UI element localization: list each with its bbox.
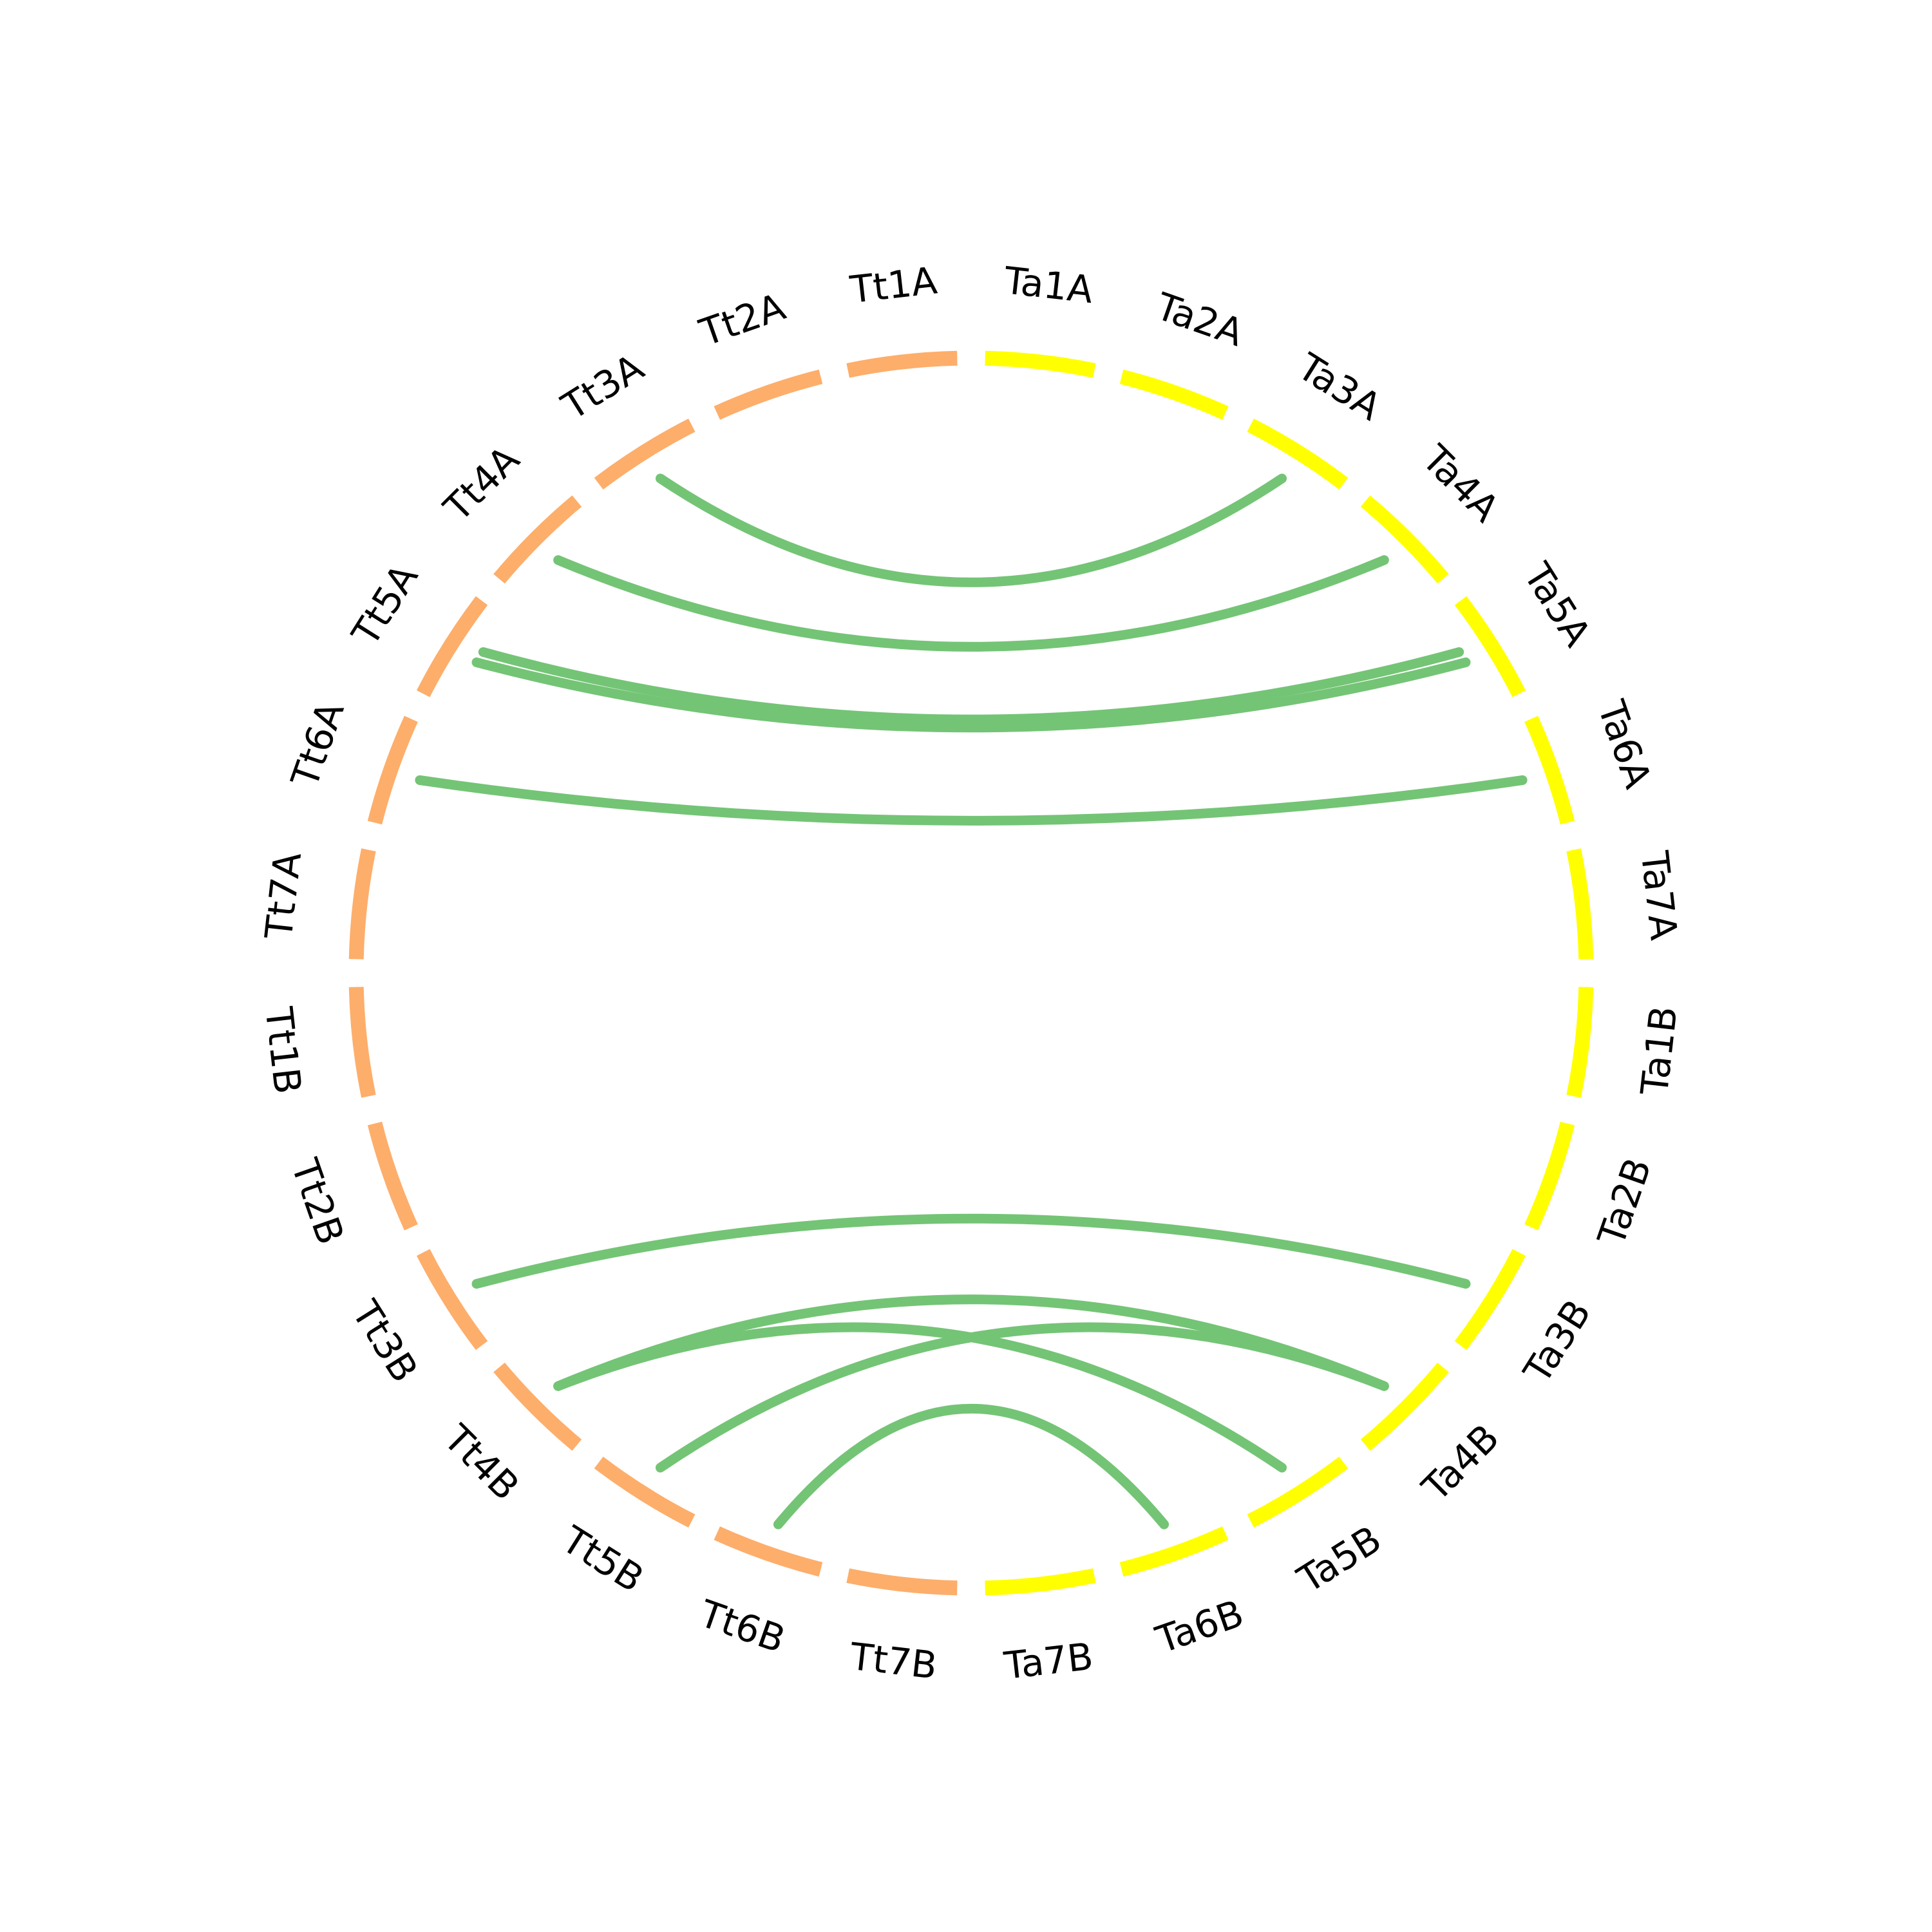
chromosome-tt4a	[493, 495, 582, 584]
chromosome-label-ta5a: Ta5A	[1515, 555, 1600, 654]
chromosome-tt2b	[367, 1121, 418, 1231]
chromosome-tt5b	[594, 1456, 696, 1528]
chromosome-label-ta3a: Ta3A	[1290, 345, 1389, 430]
chromosome-ta4a	[1360, 495, 1449, 584]
link-tt4b-ta4b	[553, 1294, 1389, 1391]
chromosome-label-tt5a: Tt5A	[343, 556, 427, 654]
chromosome-label-ta4a: Ta4A	[1414, 436, 1508, 531]
chromosome-tt1a	[846, 350, 958, 378]
chromosome-tt3a	[594, 418, 696, 490]
chromosome-label-ta4b: Ta4B	[1414, 1416, 1508, 1510]
chromosome-tt1b	[348, 987, 376, 1098]
chromosome-label-tt5b: Tt5B	[554, 1517, 651, 1601]
chromosome-label-tt1a: Tt1A	[848, 258, 940, 312]
chromosome-ta1a	[985, 350, 1096, 378]
chromosome-tt7b	[846, 1568, 958, 1596]
chromosome-label-ta6a: Ta6A	[1589, 695, 1660, 794]
chromosome-ta5b	[1247, 1456, 1349, 1528]
chromosome-ta6a	[1524, 715, 1575, 825]
chromosome-label-tt4a: Tt4A	[435, 437, 527, 530]
link-tt4a-ta4a	[553, 555, 1389, 652]
chromosome-label-tt1b: Tt1B	[256, 1005, 310, 1097]
chromosome-tt7a	[348, 848, 376, 960]
chromosome-ta1b	[1566, 987, 1594, 1098]
chromosome-ta2a	[1119, 369, 1229, 420]
chromosome-ta2b	[1524, 1121, 1575, 1231]
chromosome-ta5a	[1454, 596, 1526, 697]
chromosome-ta7a	[1566, 848, 1594, 960]
chromosome-tt6a	[367, 715, 418, 825]
chromosome-label-ta1b: Ta1B	[1633, 1004, 1686, 1098]
synteny-links	[415, 473, 1528, 1530]
chromosome-label-tt2b: Tt2B	[283, 1153, 353, 1250]
link-tt4b-ta5b	[553, 1322, 1287, 1473]
chromosome-tt2a	[714, 369, 823, 420]
chromosome-label-tt2a: Tt2A	[694, 285, 791, 355]
link-tt5a-ta5a	[478, 647, 1464, 724]
chromosome-label-tt4b: Tt4B	[435, 1416, 527, 1509]
chromosome-ring	[348, 350, 1594, 1596]
chromosome-tt6b	[714, 1526, 823, 1577]
link-tt6a-ta6a	[415, 775, 1528, 826]
chromosome-tt5a	[416, 596, 488, 697]
chromosome-label-ta6b: Ta6B	[1150, 1591, 1249, 1662]
chromosome-label-tt6b: Tt6B	[694, 1591, 791, 1662]
chromosome-tt3b	[416, 1249, 488, 1350]
chromosome-ta4b	[1360, 1362, 1449, 1451]
chromosome-label-ta2a: Ta2A	[1150, 284, 1249, 355]
link-tt6b-ta6b	[773, 1404, 1170, 1530]
chromosome-ta3b	[1454, 1249, 1526, 1350]
chromosome-label-ta2b: Ta2B	[1589, 1153, 1660, 1252]
chromosome-label-ta7b: Ta7B	[1001, 1634, 1095, 1688]
chromosome-label-tt7a: Tt7A	[256, 850, 310, 942]
chromosome-ta6b	[1119, 1526, 1229, 1577]
link-tt3a-ta3a	[655, 473, 1287, 587]
link-tt5b-ta4b	[655, 1322, 1389, 1473]
chromosome-label-tt7b: Tt7B	[848, 1634, 940, 1688]
link-tt5a-ta5a	[471, 657, 1471, 733]
chromosome-ta3a	[1247, 418, 1349, 490]
chromosome-label-tt3b: Tt3B	[343, 1293, 427, 1390]
chromosome-ta7b	[985, 1568, 1096, 1596]
chromosome-tt4b	[493, 1362, 582, 1451]
link-tt3b-ta3b	[471, 1213, 1471, 1289]
chromosome-label-ta7a: Ta7A	[1633, 848, 1686, 942]
chromosome-label-tt3a: Tt3A	[554, 345, 651, 429]
chromosome-label-ta5b: Ta5B	[1290, 1517, 1389, 1602]
chromosome-label-ta3b: Ta3B	[1515, 1292, 1600, 1391]
chromosome-label-tt6a: Tt6A	[283, 696, 353, 793]
chromosome-label-ta1a: Ta1A	[1001, 258, 1095, 312]
